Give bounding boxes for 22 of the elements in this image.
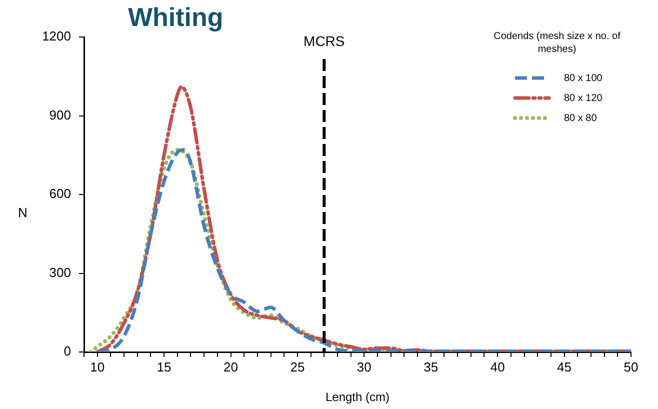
x-tick-label: 50 <box>624 359 638 374</box>
y-axis-title: N <box>18 205 28 220</box>
y-tick-label: 600 <box>49 186 71 202</box>
x-tick-label: 35 <box>424 359 438 374</box>
y-tick-label: 900 <box>49 107 71 122</box>
x-tick-label: 30 <box>356 359 372 374</box>
x-tick-label: 40 <box>490 359 505 374</box>
ref-line-label: MCRS <box>304 32 345 49</box>
legend-label: 80 x 80 <box>564 112 597 124</box>
x-tick-label: 20 <box>224 359 238 374</box>
x-tick-label: 10 <box>90 359 105 374</box>
x-tick-label: 45 <box>557 359 572 374</box>
chart-title: Whiting <box>128 2 224 33</box>
legend-title: Codends (mesh size x no. of meshes) <box>492 30 622 56</box>
x-tick-label: 25 <box>290 359 305 374</box>
x-tick-label: 15 <box>156 359 172 374</box>
y-tick-label: 0 <box>64 344 71 359</box>
legend-label: 80 x 120 <box>564 92 602 104</box>
x-axis-title: Length (cm) <box>325 390 390 404</box>
y-tick-label: 300 <box>49 264 71 280</box>
legend-label: 80 x 100 <box>564 72 602 84</box>
y-tick-label: 1200 <box>42 28 71 44</box>
